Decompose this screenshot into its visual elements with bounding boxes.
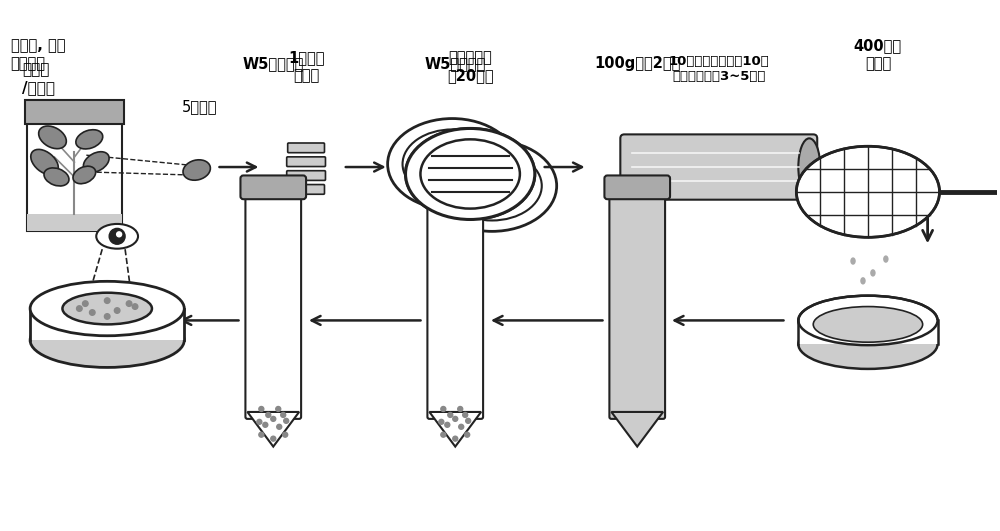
Bar xyxy=(27,102,122,232)
Circle shape xyxy=(284,418,289,423)
Circle shape xyxy=(77,306,82,311)
Ellipse shape xyxy=(406,129,535,219)
Ellipse shape xyxy=(388,118,517,210)
Ellipse shape xyxy=(30,281,184,336)
Circle shape xyxy=(445,422,450,427)
Ellipse shape xyxy=(62,293,152,324)
Ellipse shape xyxy=(813,306,923,342)
Circle shape xyxy=(257,419,262,424)
Circle shape xyxy=(453,436,458,441)
Circle shape xyxy=(117,232,122,237)
Text: W5溶液重悬: W5溶液重悬 xyxy=(243,56,304,71)
Circle shape xyxy=(132,304,138,310)
Circle shape xyxy=(271,436,276,441)
Circle shape xyxy=(114,308,120,313)
Ellipse shape xyxy=(406,129,535,219)
Ellipse shape xyxy=(44,168,69,186)
Ellipse shape xyxy=(73,166,96,184)
Circle shape xyxy=(448,413,453,417)
Circle shape xyxy=(83,301,88,306)
Ellipse shape xyxy=(870,269,876,277)
FancyBboxPatch shape xyxy=(245,194,301,419)
Ellipse shape xyxy=(96,224,138,249)
Ellipse shape xyxy=(30,313,184,367)
Bar xyxy=(798,320,938,344)
Bar xyxy=(25,100,124,124)
Ellipse shape xyxy=(860,277,866,285)
Ellipse shape xyxy=(183,160,210,180)
Circle shape xyxy=(109,228,125,244)
Text: 毛白杨
/尾巨桉: 毛白杨 /尾巨桉 xyxy=(22,63,55,95)
Circle shape xyxy=(459,424,464,429)
Circle shape xyxy=(458,407,463,412)
Text: 10毫升离心管中用10毫
升酶解液消化3~5小时: 10毫升离心管中用10毫 升酶解液消化3~5小时 xyxy=(668,55,769,83)
Ellipse shape xyxy=(798,296,938,345)
FancyBboxPatch shape xyxy=(609,194,665,419)
Text: 100g离心2分钟: 100g离心2分钟 xyxy=(594,56,680,71)
Circle shape xyxy=(104,298,110,303)
Text: 400目滤
网过滤: 400目滤 网过滤 xyxy=(854,39,902,71)
Circle shape xyxy=(466,418,471,423)
Circle shape xyxy=(463,413,468,417)
Circle shape xyxy=(263,422,268,427)
Circle shape xyxy=(276,407,281,412)
Text: W5溶液冲洗: W5溶液冲洗 xyxy=(425,56,486,71)
FancyBboxPatch shape xyxy=(422,175,488,199)
Text: 甘露醇预处
理20分钟: 甘露醇预处 理20分钟 xyxy=(447,50,493,83)
FancyBboxPatch shape xyxy=(288,143,324,153)
Polygon shape xyxy=(247,412,299,447)
Bar xyxy=(27,213,122,232)
Circle shape xyxy=(283,432,288,437)
Ellipse shape xyxy=(76,130,103,149)
Circle shape xyxy=(266,413,271,417)
Polygon shape xyxy=(429,412,481,447)
Text: 5片叶子: 5片叶子 xyxy=(182,100,217,115)
Ellipse shape xyxy=(39,126,66,149)
Circle shape xyxy=(441,432,446,437)
Circle shape xyxy=(453,416,458,422)
Polygon shape xyxy=(611,412,663,447)
Text: 1毫米宽
的细条: 1毫米宽 的细条 xyxy=(288,50,324,83)
Circle shape xyxy=(126,301,132,306)
Circle shape xyxy=(259,432,264,437)
Circle shape xyxy=(259,407,264,412)
Circle shape xyxy=(104,314,110,319)
FancyBboxPatch shape xyxy=(240,175,306,199)
Ellipse shape xyxy=(796,146,940,237)
Text: 玻底皿, 显微
镜下观察: 玻底皿, 显微 镜下观察 xyxy=(11,39,65,71)
Circle shape xyxy=(281,413,286,417)
FancyBboxPatch shape xyxy=(427,194,483,419)
Circle shape xyxy=(89,310,95,315)
FancyBboxPatch shape xyxy=(604,175,670,199)
Circle shape xyxy=(277,424,282,429)
Ellipse shape xyxy=(427,140,557,232)
Ellipse shape xyxy=(31,149,58,175)
Ellipse shape xyxy=(883,255,889,263)
FancyBboxPatch shape xyxy=(287,170,325,181)
FancyBboxPatch shape xyxy=(287,157,325,167)
Circle shape xyxy=(439,419,444,424)
Ellipse shape xyxy=(83,152,109,173)
Ellipse shape xyxy=(850,258,856,265)
Circle shape xyxy=(441,407,446,412)
Circle shape xyxy=(465,432,470,437)
FancyBboxPatch shape xyxy=(288,185,324,194)
Ellipse shape xyxy=(798,139,820,196)
Bar xyxy=(30,309,184,340)
Ellipse shape xyxy=(798,320,938,369)
Circle shape xyxy=(271,416,276,422)
FancyBboxPatch shape xyxy=(620,134,817,200)
